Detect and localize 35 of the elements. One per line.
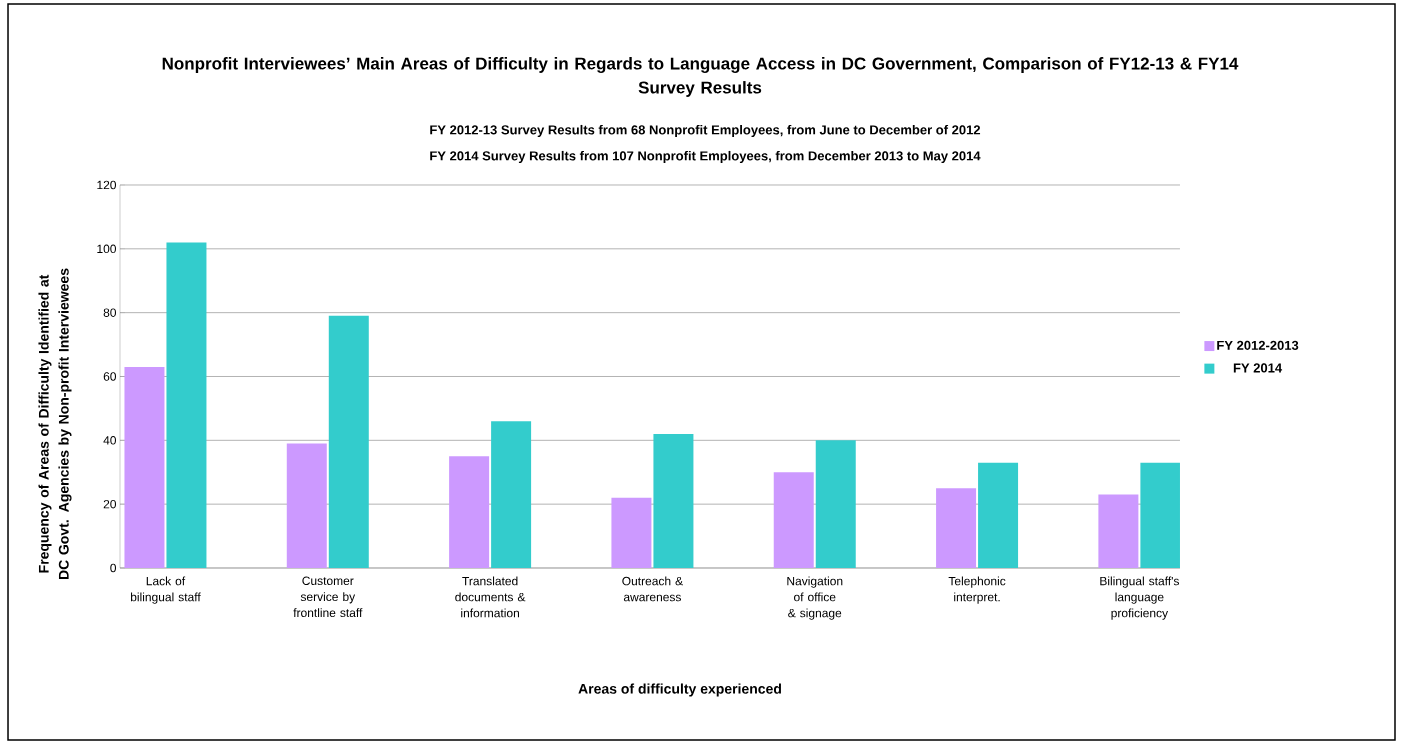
y-tick-label: 60	[103, 372, 117, 381]
chart-subtitle: FY 2012-13 Survey Results from 68 Nonprofit Employees, from June to December of 2012	[430, 124, 981, 138]
bar	[936, 488, 977, 568]
y-axis-title: Frequency of Areas of Difficulty Identified at DC Govt. Agencies by Non-profit Interviewees	[38, 268, 72, 580]
bar	[124, 366, 165, 568]
bar	[286, 443, 327, 568]
chart-title: Nonprofit Interviewees’ Main Areas of Difficulty in Regards to Language Access in DC Government, Comparison of FY12-13 & FY14 Survey Results	[162, 57, 1239, 97]
bar	[1098, 494, 1139, 568]
legend-label: FY 2012-2013	[1217, 340, 1299, 350]
x-tick-label: Translated documents & information	[455, 576, 526, 618]
x-axis-title: Areas of difficulty experienced	[578, 683, 781, 697]
bar	[773, 472, 814, 568]
bar	[328, 315, 369, 568]
bar	[1140, 462, 1180, 568]
bar	[611, 497, 652, 568]
bar	[815, 440, 856, 568]
text: FY 2014 Survey Results from 107 Nonprofit Employees, from December 2013 to May 2014	[430, 150, 981, 164]
bar	[978, 462, 1019, 568]
bar	[653, 433, 694, 568]
y-tick-label: 40	[103, 436, 117, 445]
x-tick-label: Telephonic interpret.	[948, 576, 1006, 604]
legend-label: FY 2014	[1233, 363, 1283, 373]
y-tick-label: 120	[97, 180, 117, 190]
bar	[449, 456, 490, 568]
bar	[166, 242, 207, 568]
y-tick-label: 80	[103, 308, 117, 317]
y-tick-label: 0	[110, 563, 117, 573]
x-tick-label: Lack of bilingual staff	[130, 576, 201, 604]
x-tick-label: Outreach & awareness	[622, 576, 683, 602]
x-tick-label: Customer service by frontline staff	[293, 576, 363, 618]
x-tick-label: Bilingual staff's language proficiency	[1100, 576, 1180, 620]
y-tick-label: 20	[103, 499, 117, 509]
x-tick-label: Navigation of office & signage	[787, 576, 843, 620]
bar	[491, 421, 532, 568]
y-tick-label: 100	[97, 244, 117, 254]
